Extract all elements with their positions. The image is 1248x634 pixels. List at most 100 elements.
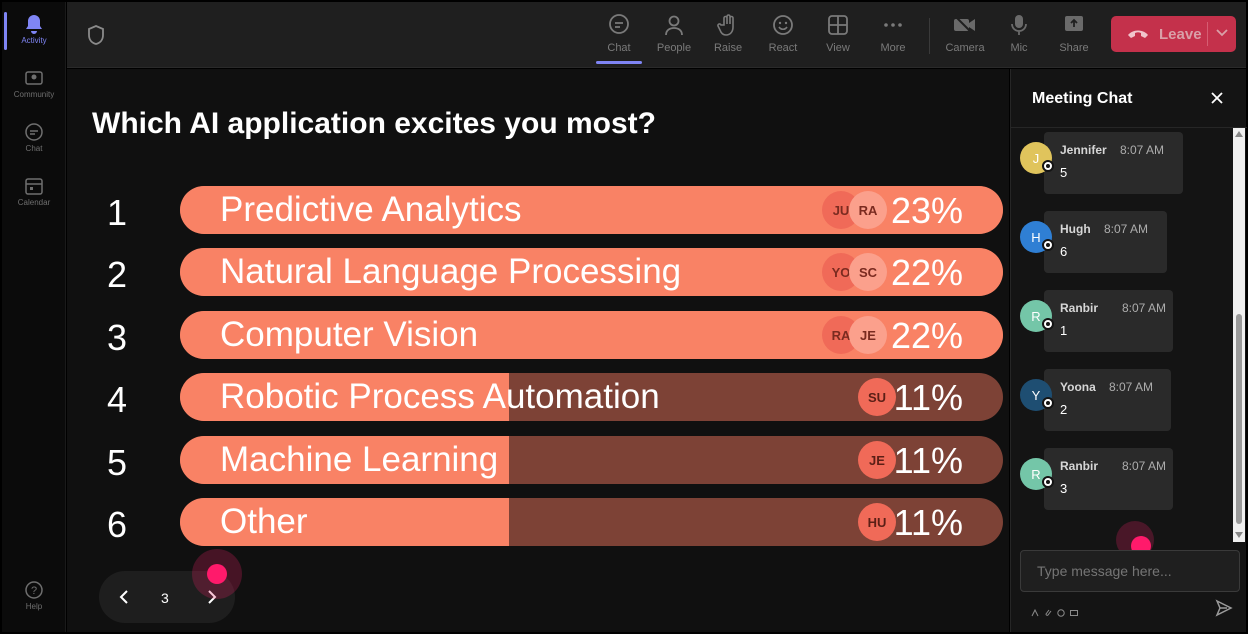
poll-option-rank: 1 <box>107 192 128 233</box>
raise-button-label: Raise <box>713 42 743 54</box>
chevron-right-icon[interactable] <box>201 587 221 607</box>
emoji-icon[interactable] <box>1057 604 1065 617</box>
poll-option-row: 2 Natural Language Processing YO SC 22% <box>67 248 1009 296</box>
poll-option-row: 4 Robotic Process Automation SU 11% <box>67 373 1009 421</box>
avatar-initial: R <box>1031 466 1041 482</box>
presence-icon <box>1042 160 1054 172</box>
scroll-down-icon[interactable] <box>1235 532 1243 538</box>
chat-bubble: Ranbir 8:07 AM 1 <box>1044 290 1173 352</box>
avatar-initial: Y <box>1031 387 1041 403</box>
view-button-label: View <box>826 42 850 54</box>
poll-option-row: 1 Predictive Analytics JU RA 23% <box>67 186 1009 234</box>
poll-option-label: Robotic Process Automation <box>220 377 660 416</box>
poll-option-bar: Computer Vision RA JE 22% <box>180 311 1003 359</box>
raise-hand-button[interactable]: Raise <box>703 12 753 64</box>
react-button[interactable]: React <box>758 12 808 64</box>
poll-option-row: 6 Other HU 11% <box>67 498 1009 546</box>
hand-icon <box>715 12 741 38</box>
avatar-initial: R <box>1031 308 1041 324</box>
mic-button[interactable]: Mic <box>994 12 1044 64</box>
rail-item-chat[interactable]: Chat <box>2 114 66 164</box>
avatar-initial: J <box>1032 150 1040 166</box>
voter-avatar: JE <box>858 441 896 479</box>
chat-bubble: Jennifer 8:07 AM 5 <box>1044 132 1183 194</box>
presence-icon <box>1042 239 1054 251</box>
poll-option-percent: 11% <box>893 502 963 543</box>
message-time: 8:07 AM <box>1120 143 1165 157</box>
message-text: 2 <box>1060 402 1068 417</box>
send-icon[interactable] <box>1215 599 1233 617</box>
message-time: 8:07 AM <box>1104 222 1149 236</box>
close-icon[interactable] <box>1209 90 1225 106</box>
leave-button[interactable]: Leave <box>1111 16 1236 52</box>
format-icon[interactable] <box>1031 604 1039 617</box>
rail-item-calendar[interactable]: Calendar <box>2 168 66 218</box>
rail-item-label: Community <box>13 90 55 99</box>
message-time: 8:07 AM <box>1122 301 1167 315</box>
poll-option-label: Other <box>220 502 308 541</box>
poll-option-label: Natural Language Processing <box>220 252 682 291</box>
app-rail: Activity Community Chat Calendar ? Help <box>2 2 66 632</box>
chevron-left-icon[interactable] <box>115 587 135 607</box>
message-input[interactable] <box>1020 550 1240 592</box>
rail-item-community[interactable]: Community <box>2 60 66 110</box>
poll-option-row: 5 Machine Learning JE 11% <box>67 436 1009 484</box>
share-button[interactable]: Share <box>1049 12 1099 64</box>
poll-option-rank: 2 <box>107 254 128 295</box>
meeting-toolbar: Chat People Raise React View More C <box>67 2 1246 68</box>
poll-option-label: Predictive Analytics <box>220 190 522 229</box>
avatar[interactable]: R <box>1020 458 1054 490</box>
grid-icon <box>825 12 851 38</box>
rail-item-activity[interactable]: Activity <box>2 6 66 56</box>
more-icon <box>880 12 906 38</box>
sender-name: Yoona <box>1060 380 1096 394</box>
avatar[interactable]: Y <box>1020 379 1054 411</box>
message-text: 3 <box>1060 481 1068 496</box>
leave-button-label: Leave <box>1159 25 1202 43</box>
community-icon <box>24 68 44 88</box>
poll-option-rank: 5 <box>107 442 128 483</box>
poll-option-bar: Machine Learning JE 11% <box>180 436 1003 484</box>
camera-off-icon <box>952 12 978 38</box>
voter-avatar: SU <box>858 378 896 416</box>
scrollbar-thumb[interactable] <box>1236 314 1242 524</box>
gif-icon[interactable] <box>1070 604 1078 616</box>
chat-scrollbar[interactable] <box>1233 128 1245 542</box>
toolbar-divider <box>929 18 930 54</box>
message-text: 6 <box>1060 244 1068 259</box>
poll-option-label: Machine Learning <box>220 440 499 479</box>
rail-item-label: Help <box>25 602 43 611</box>
more-button-label: More <box>880 42 906 54</box>
svg-text:?: ? <box>31 585 37 597</box>
poll-option-bar: Robotic Process Automation SU 11% <box>180 373 1003 421</box>
page-number: 3 <box>161 590 169 606</box>
attach-icon[interactable] <box>1044 604 1052 616</box>
chat-button[interactable]: Chat <box>594 12 644 64</box>
chat-icon <box>24 122 44 142</box>
people-button[interactable]: People <box>649 12 699 64</box>
chevron-down-icon[interactable] <box>1215 26 1229 44</box>
avatar[interactable]: J <box>1020 142 1054 174</box>
voter-avatar: JE <box>849 316 887 354</box>
smiley-icon <box>770 12 796 38</box>
mic-icon <box>1006 12 1032 38</box>
poll-option-bar: Predictive Analytics JU RA 23% <box>180 186 1003 234</box>
more-button[interactable]: More <box>868 12 918 64</box>
share-button-label: Share <box>1059 42 1089 54</box>
scroll-up-icon[interactable] <box>1235 131 1243 137</box>
voter-avatar: HU <box>858 503 896 541</box>
avatar[interactable]: H <box>1020 221 1054 253</box>
sender-name: Ranbir <box>1060 301 1099 315</box>
poll-option-row: 3 Computer Vision RA JE 22% <box>67 311 1009 359</box>
shield-icon[interactable] <box>85 24 107 46</box>
camera-button-label: Camera <box>945 42 985 54</box>
view-button[interactable]: View <box>813 12 863 64</box>
avatar-initial: H <box>1031 229 1041 245</box>
message-text: 1 <box>1060 323 1068 338</box>
chat-message-list[interactable]: Jennifer 8:07 AM 5 J Hugh 8:07 AM 6 H Ranbir 8:07… <box>1011 128 1233 538</box>
presence-icon <box>1042 318 1054 330</box>
avatar[interactable]: R <box>1020 300 1054 332</box>
camera-button[interactable]: Camera <box>940 12 990 64</box>
rail-item-help[interactable]: ? Help <box>2 572 66 622</box>
rail-item-label: Activity <box>21 36 47 45</box>
